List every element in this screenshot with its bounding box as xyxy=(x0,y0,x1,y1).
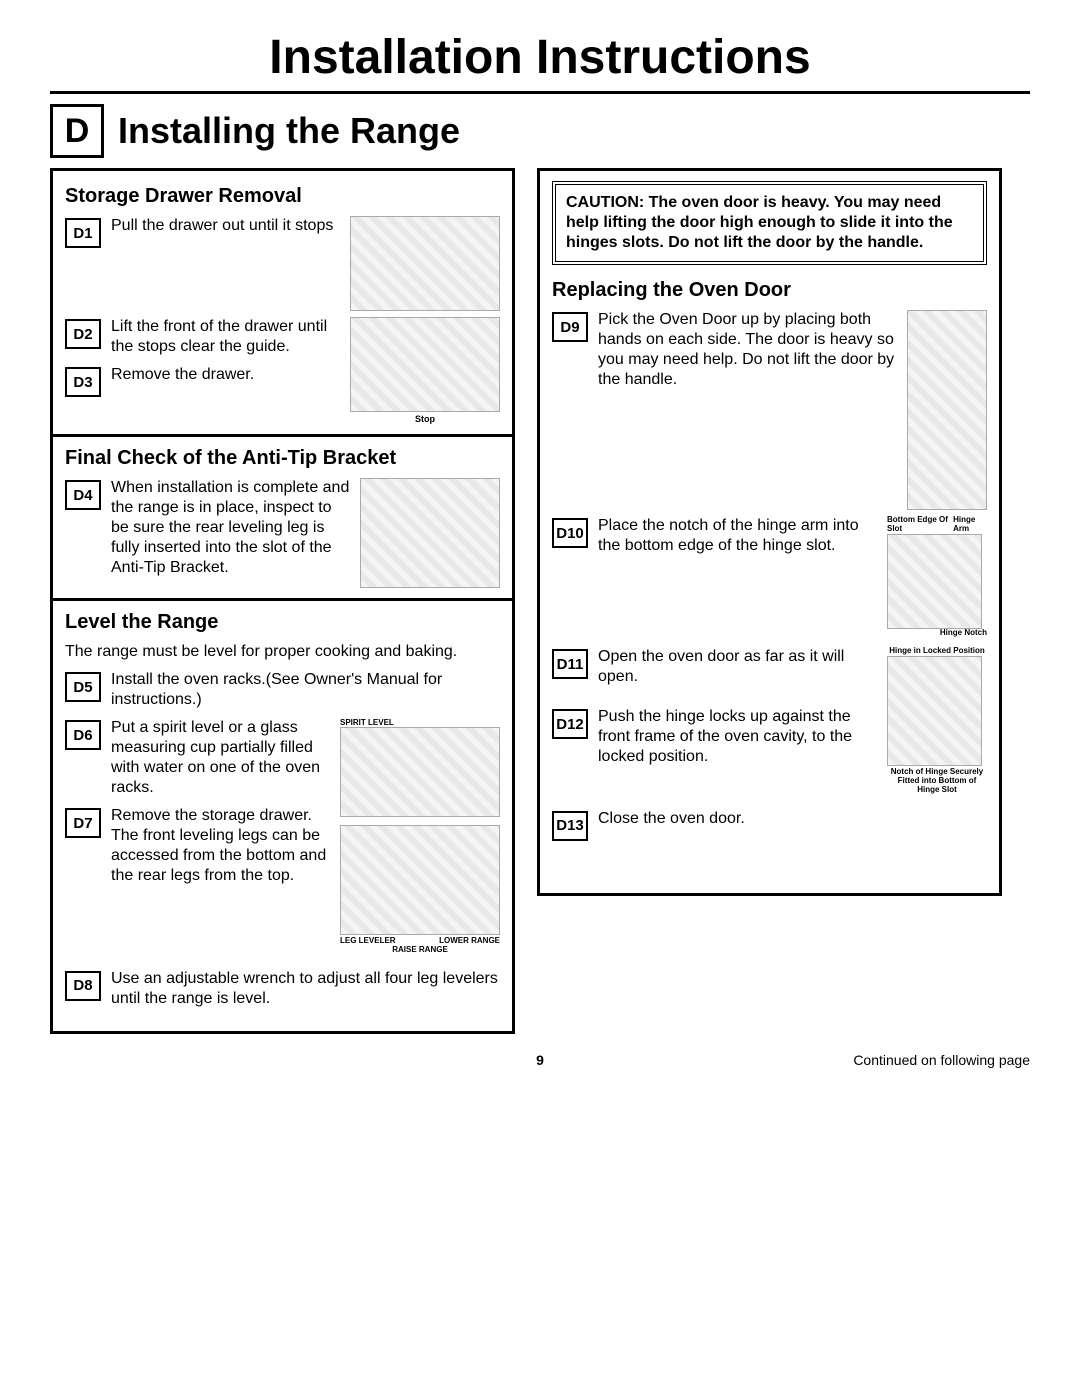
columns: Storage Drawer Removal D1 Pull the drawe… xyxy=(50,168,1030,1034)
step-d8: D8 Use an adjustable wrench to adjust al… xyxy=(65,969,500,1009)
figure-drawer-2 xyxy=(350,317,500,412)
step-id-d12: D12 xyxy=(552,709,588,739)
separator-2 xyxy=(53,598,512,601)
right-box: CAUTION: The oven door is heavy. You may… xyxy=(537,168,1002,896)
step-text-d9: Pick the Oven Door up by placing both ha… xyxy=(598,310,897,390)
heading-antitip: Final Check of the Anti-Tip Bracket xyxy=(65,447,500,470)
fig-label-bottom-edge: Bottom Edge Of Slot xyxy=(887,516,953,534)
fig-label-spirit: SPIRIT LEVEL xyxy=(340,718,500,727)
caution-box: CAUTION: The oven door is heavy. You may… xyxy=(552,181,987,265)
step-d5: D5 Install the oven racks.(See Owner's M… xyxy=(65,670,500,710)
fig-label-hinge-notch: Hinge Notch xyxy=(887,629,987,638)
fig-label-hinge-locked: Hinge in Locked Position xyxy=(887,647,987,656)
figure-drawer-1 xyxy=(350,216,500,311)
step-d1: D1 Pull the drawer out until it stops xyxy=(65,216,340,248)
section-letter-box: D xyxy=(50,104,104,158)
page-title: Installation Instructions xyxy=(50,30,1030,85)
heading-replacing-door: Replacing the Oven Door xyxy=(552,279,987,302)
step-text-d11: Open the oven door as far as it will ope… xyxy=(598,647,877,687)
figure-leveler xyxy=(340,825,500,935)
step-text-d12: Push the hinge locks up against the fron… xyxy=(598,707,877,767)
step-d6: D6 Put a spirit level or a glass measuri… xyxy=(65,718,330,798)
step-id-d7: D7 xyxy=(65,808,101,838)
fig-label-notch-secure: Notch of Hinge Securely Fitted into Bott… xyxy=(887,768,987,794)
fig-label-lower: LOWER RANGE xyxy=(439,937,500,946)
heading-storage-drawer: Storage Drawer Removal xyxy=(65,185,500,208)
step-d11: D11 Open the oven door as far as it will… xyxy=(552,647,877,687)
separator-1 xyxy=(53,434,512,437)
step-d7: D7 Remove the storage drawer. The front … xyxy=(65,806,330,886)
continued-label: Continued on following page xyxy=(703,1052,1030,1068)
step-d4: D4 When installation is complete and the… xyxy=(65,478,350,578)
step-text-d6: Put a spirit level or a glass measuring … xyxy=(111,718,330,798)
section-title: Installing the Range xyxy=(118,110,460,152)
step-text-d1: Pull the drawer out until it stops xyxy=(111,216,333,236)
step-text-d8: Use an adjustable wrench to adjust all f… xyxy=(111,969,500,1009)
step-id-d9: D9 xyxy=(552,312,588,342)
step-id-d8: D8 xyxy=(65,971,101,1001)
step-d2: D2 Lift the front of the drawer until th… xyxy=(65,317,340,357)
fig-label-leg: LEG LEVELER xyxy=(340,937,396,946)
figure-hinge-notch xyxy=(887,534,982,629)
step-d12: D12 Push the hinge locks up against the … xyxy=(552,707,877,767)
step-id-d3: D3 xyxy=(65,367,101,397)
step-d10: D10 Place the notch of the hinge arm int… xyxy=(552,516,877,556)
step-d9: D9 Pick the Oven Door up by placing both… xyxy=(552,310,897,390)
step-id-d5: D5 xyxy=(65,672,101,702)
fig-label-hinge-arm: Hinge Arm xyxy=(953,516,987,534)
step-id-d2: D2 xyxy=(65,319,101,349)
level-intro: The range must be level for proper cooki… xyxy=(65,642,500,662)
step-id-d1: D1 xyxy=(65,218,101,248)
figure-hinge-locked xyxy=(887,656,982,766)
figure-door-lift xyxy=(907,310,987,510)
step-id-d10: D10 xyxy=(552,518,588,548)
step-text-d4: When installation is complete and the ra… xyxy=(111,478,350,578)
fig-label-raise: RAISE RANGE xyxy=(340,946,500,955)
heading-level: Level the Range xyxy=(65,611,500,634)
step-text-d2: Lift the front of the drawer until the s… xyxy=(111,317,340,357)
title-rule xyxy=(50,91,1030,94)
step-text-d3: Remove the drawer. xyxy=(111,365,254,385)
page-number: 9 xyxy=(377,1052,704,1068)
right-column: CAUTION: The oven door is heavy. You may… xyxy=(537,168,1002,908)
section-header: D Installing the Range xyxy=(50,104,1030,158)
left-column: Storage Drawer Removal D1 Pull the drawe… xyxy=(50,168,515,1034)
figure-spirit-level xyxy=(340,727,500,817)
step-d3: D3 Remove the drawer. xyxy=(65,365,340,397)
step-text-d13: Close the oven door. xyxy=(598,809,745,829)
step-text-d10: Place the notch of the hinge arm into th… xyxy=(598,516,877,556)
step-id-d11: D11 xyxy=(552,649,588,679)
footer: 9 Continued on following page xyxy=(50,1052,1030,1068)
step-d13: D13 Close the oven door. xyxy=(552,809,987,841)
step-text-d5: Install the oven racks.(See Owner's Manu… xyxy=(111,670,500,710)
step-id-d6: D6 xyxy=(65,720,101,750)
step-id-d4: D4 xyxy=(65,480,101,510)
figure-antitip xyxy=(360,478,500,588)
step-text-d7: Remove the storage drawer. The front lev… xyxy=(111,806,330,886)
step-id-d13: D13 xyxy=(552,811,588,841)
figure-label-stop: Stop xyxy=(350,414,500,424)
